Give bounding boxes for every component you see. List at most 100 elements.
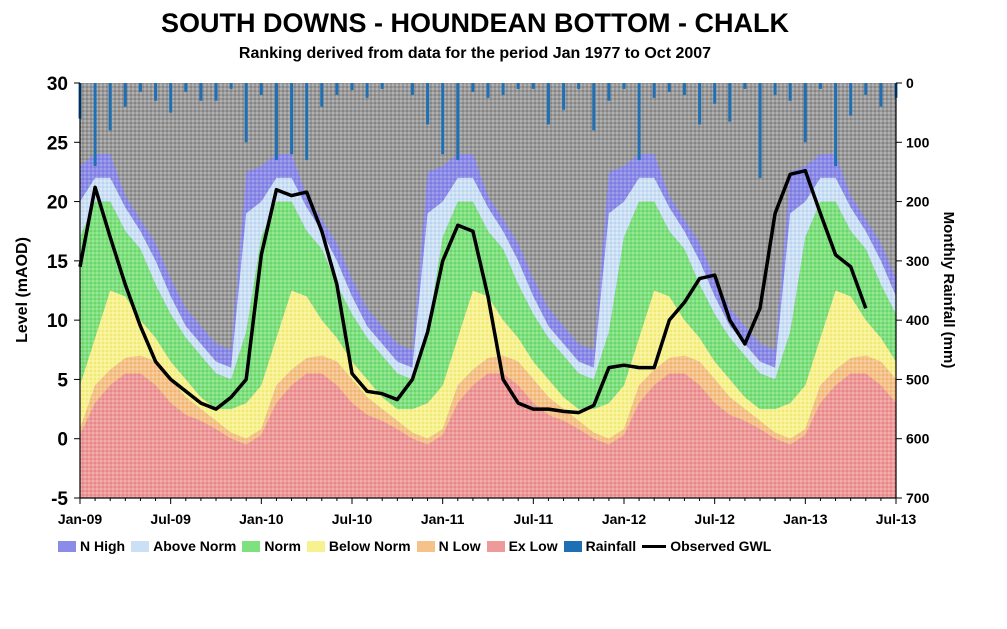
x-tick-label: Jan-11: [421, 511, 465, 527]
n-low-band: [80, 355, 896, 445]
y2-tick-label: 300: [906, 253, 930, 269]
y-axis-label: Level (mAOD): [14, 237, 31, 343]
legend-label: Ex Low: [508, 538, 558, 554]
rainfall-bar: [335, 83, 339, 95]
x-tick-label: Jul-13: [876, 511, 917, 527]
x-tick-label: Jul-12: [694, 511, 735, 527]
rainfall-bar: [667, 83, 671, 92]
rainfall-bar: [773, 83, 777, 95]
rainfall-bar: [154, 83, 158, 101]
legend-item: Above Norm: [131, 538, 236, 554]
y-tick-label: 10: [47, 311, 68, 332]
legend-item: Ex Low: [486, 538, 558, 554]
legend-swatch: [563, 540, 582, 552]
chart-legend: N High Above Norm Norm Below Norm N Low Ex Lo…: [58, 536, 777, 556]
rainfall-bar: [184, 83, 188, 92]
n-high-band: [80, 154, 896, 368]
y-tick-label: 25: [47, 133, 69, 154]
rainfall-bar: [879, 83, 883, 107]
norm-band: [80, 201, 896, 410]
y-tick-label: 15: [47, 252, 69, 273]
observed-gwl-line: [78, 168, 868, 415]
legend-swatch: [416, 540, 435, 552]
rainfall-bar: [788, 83, 792, 101]
rainfall-bar: [577, 83, 581, 89]
legend-swatch: [58, 540, 76, 552]
rainfall-bar: [637, 83, 641, 161]
y2-tick-label: 400: [906, 312, 930, 328]
rainfall-bar: [546, 83, 550, 125]
x-tick-label: Jan-10: [239, 511, 284, 527]
rainfall-bar: [426, 83, 430, 125]
rainfall-bar: [290, 83, 294, 155]
rainfall-bar: [380, 83, 384, 89]
rainfall-bar: [138, 83, 142, 92]
rainfall-bar: [229, 83, 233, 89]
ex-low-band: [80, 373, 896, 498]
legend-label: Below Norm: [328, 538, 411, 554]
legend-swatch: [486, 540, 505, 552]
rainfall-bar: [698, 83, 702, 125]
rainfall-bar: [123, 83, 127, 107]
legend-label: N Low: [438, 538, 481, 554]
rainfall-bar: [214, 83, 218, 101]
rainfall-bar: [501, 83, 505, 95]
legend-swatch: [642, 544, 667, 548]
rainfall-bar: [864, 83, 868, 95]
rainfall-bar: [562, 83, 566, 110]
rainfall-bar: [803, 83, 807, 143]
rainfall-bar: [93, 83, 97, 166]
x-tick-label: Jul-11: [513, 511, 553, 527]
legend-swatch: [306, 540, 325, 552]
x-tick-label: Jul-09: [150, 511, 191, 527]
rainfall-bar: [592, 83, 596, 131]
rainfall-bar: [682, 83, 686, 95]
rainfall-bar: [456, 83, 460, 161]
rainfall-bar: [728, 83, 732, 122]
y2-tick-label: 700: [906, 490, 930, 506]
rainfall-bar: [274, 83, 278, 161]
legend-label: Norm: [264, 538, 301, 554]
legend-label: Above Norm: [153, 538, 237, 554]
rainfall-bar: [758, 83, 762, 178]
legend-item: Norm: [242, 538, 301, 554]
legend-item: N High: [58, 538, 125, 554]
rainfall-bar: [169, 83, 173, 113]
rainfall-bar: [320, 83, 324, 107]
y-tick-label: 30: [47, 74, 68, 95]
rainfall-bar: [531, 83, 535, 89]
rainfall-bar: [622, 83, 626, 89]
legend-item: N Low: [416, 538, 481, 554]
y2-tick-label: 200: [906, 194, 930, 210]
y2-tick-label: 600: [906, 431, 930, 447]
rainfall-bar: [516, 83, 520, 89]
rainfall-bar: [410, 83, 414, 95]
rainfall-bar: [305, 83, 309, 161]
rainfall-bar: [441, 83, 445, 155]
legend-item: Observed GWL: [642, 538, 771, 554]
legend-swatch: [131, 540, 150, 552]
legend-item: Below Norm: [306, 538, 411, 554]
rainfall-bar: [365, 83, 369, 98]
rainfall-bar: [108, 83, 112, 131]
y2-tick-label: 500: [906, 371, 930, 387]
rainfall-bar: [244, 83, 248, 143]
rainfall-bar: [259, 83, 263, 95]
legend-label: Rainfall: [585, 538, 637, 554]
rainfall-bar: [199, 83, 203, 101]
legend-label: Observed GWL: [670, 538, 772, 554]
rainfall-bar: [849, 83, 853, 116]
rainfall-bar: [471, 83, 475, 92]
y2-axis-label: Monthly Rainfall (mm): [940, 212, 957, 369]
rainfall-bar: [834, 83, 838, 166]
rainfall-bar: [350, 83, 354, 91]
y-tick-label: -5: [51, 489, 68, 510]
legend-item: Rainfall: [563, 538, 637, 554]
rainfall-bar: [652, 83, 656, 98]
rainfall-bar: [607, 83, 611, 101]
below-norm-band: [80, 290, 896, 439]
x-tick-label: Jul-10: [332, 511, 373, 527]
x-tick-label: Jan-12: [602, 511, 647, 527]
rainfall-bar: [486, 83, 490, 98]
